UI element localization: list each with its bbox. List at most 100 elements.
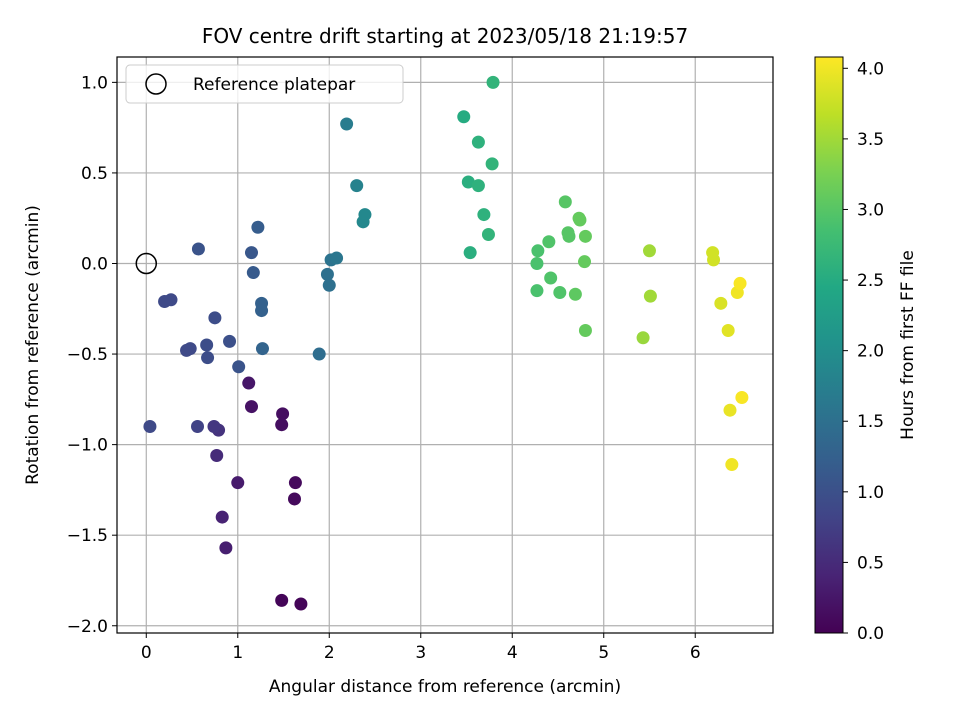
data-point-11	[210, 448, 224, 462]
data-point-67	[643, 289, 657, 303]
data-point-6	[244, 400, 258, 414]
x-tick-label: 0	[141, 643, 152, 663]
data-point-46	[477, 208, 491, 222]
data-point-70	[714, 296, 728, 310]
data-point-13	[207, 420, 221, 434]
colorbar-tick-label: 0.0	[857, 624, 884, 644]
data-point-53	[542, 235, 556, 249]
data-point-2	[287, 492, 301, 506]
colorbar-tick-label: 0.5	[857, 553, 884, 573]
data-point-27	[246, 266, 260, 280]
data-point-9	[219, 541, 233, 555]
y-tick-label: 1.0	[81, 73, 108, 93]
colorbar-tick-label: 3.5	[857, 130, 884, 150]
legend-marker-reference	[145, 73, 167, 95]
data-point-8	[231, 476, 245, 490]
data-point-34	[322, 278, 336, 292]
data-point-62	[578, 255, 592, 269]
data-point-3	[288, 476, 302, 490]
data-point-72	[723, 403, 737, 417]
data-point-71	[721, 324, 735, 338]
data-point-23	[223, 334, 237, 348]
data-point-24	[232, 360, 246, 374]
data-point-19	[183, 342, 197, 356]
data-point-17	[164, 293, 178, 307]
chart-title: FOV centre drift starting at 2023/05/18 …	[202, 24, 688, 48]
data-point-15	[143, 420, 157, 434]
y-tick-label: −2.0	[67, 617, 108, 637]
reference-marker	[135, 252, 158, 275]
x-axis-ticks: 0 1 2 3 4 5 6	[141, 633, 701, 663]
plot-frame	[116, 56, 774, 634]
data-point-66	[642, 244, 656, 258]
data-point-0	[275, 593, 289, 607]
data-point-4	[275, 418, 289, 432]
x-axis-label: Angular distance from reference (arcmin)	[269, 677, 621, 697]
y-tick-label: −1.5	[67, 526, 108, 546]
x-tick-label: 3	[415, 643, 426, 663]
data-point-38	[350, 179, 364, 193]
data-point-33	[320, 267, 334, 281]
data-point-36	[330, 251, 344, 265]
x-tick-label: 1	[232, 643, 243, 663]
data-point-49	[486, 75, 500, 89]
data-point-55	[553, 285, 567, 299]
data-point-22	[208, 311, 222, 325]
data-point-40	[358, 208, 372, 222]
data-point-51	[530, 256, 544, 270]
data-point-63	[578, 324, 592, 338]
legend: Reference platepar	[125, 64, 404, 104]
data-point-10	[215, 510, 229, 524]
data-point-45	[471, 179, 485, 193]
data-point-54	[544, 271, 558, 285]
data-point-14	[191, 420, 205, 434]
grid-lines	[117, 57, 773, 633]
y-tick-label: 0.5	[81, 164, 108, 184]
y-axis-label: Rotation from reference (arcmin)	[23, 205, 43, 485]
data-point-76	[735, 391, 749, 405]
colorbar-label: Hours from first FF file	[898, 250, 918, 440]
x-tick-label: 4	[507, 643, 518, 663]
data-point-5	[276, 407, 290, 421]
x-tick-label: 2	[324, 643, 335, 663]
colorbar: 0.0 0.5 1.0 1.5 2.0 2.5 3.0 3.5 4.0 Hours from f…	[814, 56, 918, 644]
data-point-65	[636, 331, 650, 345]
data-point-7	[242, 376, 256, 390]
data-point-56	[558, 195, 572, 209]
colorbar-tick-label: 2.0	[857, 342, 884, 362]
data-point-41	[457, 110, 471, 124]
y-tick-label: 0.0	[81, 254, 108, 274]
data-point-42	[461, 175, 475, 189]
data-point-61	[573, 213, 587, 227]
data-point-58	[562, 229, 576, 243]
data-point-48	[485, 157, 499, 171]
y-tick-label: −0.5	[67, 345, 108, 365]
data-point-25	[191, 242, 205, 256]
data-point-69	[707, 253, 721, 267]
scatter-points	[143, 75, 749, 611]
data-point-44	[471, 135, 485, 149]
data-point-47	[481, 228, 495, 242]
y-tick-label: −1.0	[67, 436, 108, 456]
data-point-37	[340, 117, 354, 131]
x-tick-label: 6	[690, 643, 701, 663]
data-point-52	[531, 244, 545, 258]
data-point-32	[312, 347, 326, 361]
data-point-73	[725, 458, 739, 472]
colorbar-tick-label: 4.0	[857, 59, 884, 79]
colorbar-ticks: 0.0 0.5 1.0 1.5 2.0 2.5 3.0 3.5 4.0	[843, 59, 884, 644]
y-axis-ticks: 1.0 0.5 0.0 −0.5 −1.0 −1.5 −2.0	[67, 73, 117, 637]
data-point-20	[200, 338, 214, 352]
data-point-43	[463, 246, 477, 260]
colorbar-tick-label: 2.5	[857, 271, 884, 291]
colorbar-gradient	[814, 56, 844, 634]
data-point-64	[578, 229, 592, 243]
data-point-1	[294, 597, 308, 611]
legend-label-reference: Reference platepar	[193, 75, 355, 95]
data-point-26	[244, 246, 258, 260]
data-point-75	[733, 276, 747, 290]
x-tick-label: 5	[598, 643, 609, 663]
colorbar-tick-label: 1.5	[857, 412, 884, 432]
colorbar-tick-label: 3.0	[857, 200, 884, 220]
